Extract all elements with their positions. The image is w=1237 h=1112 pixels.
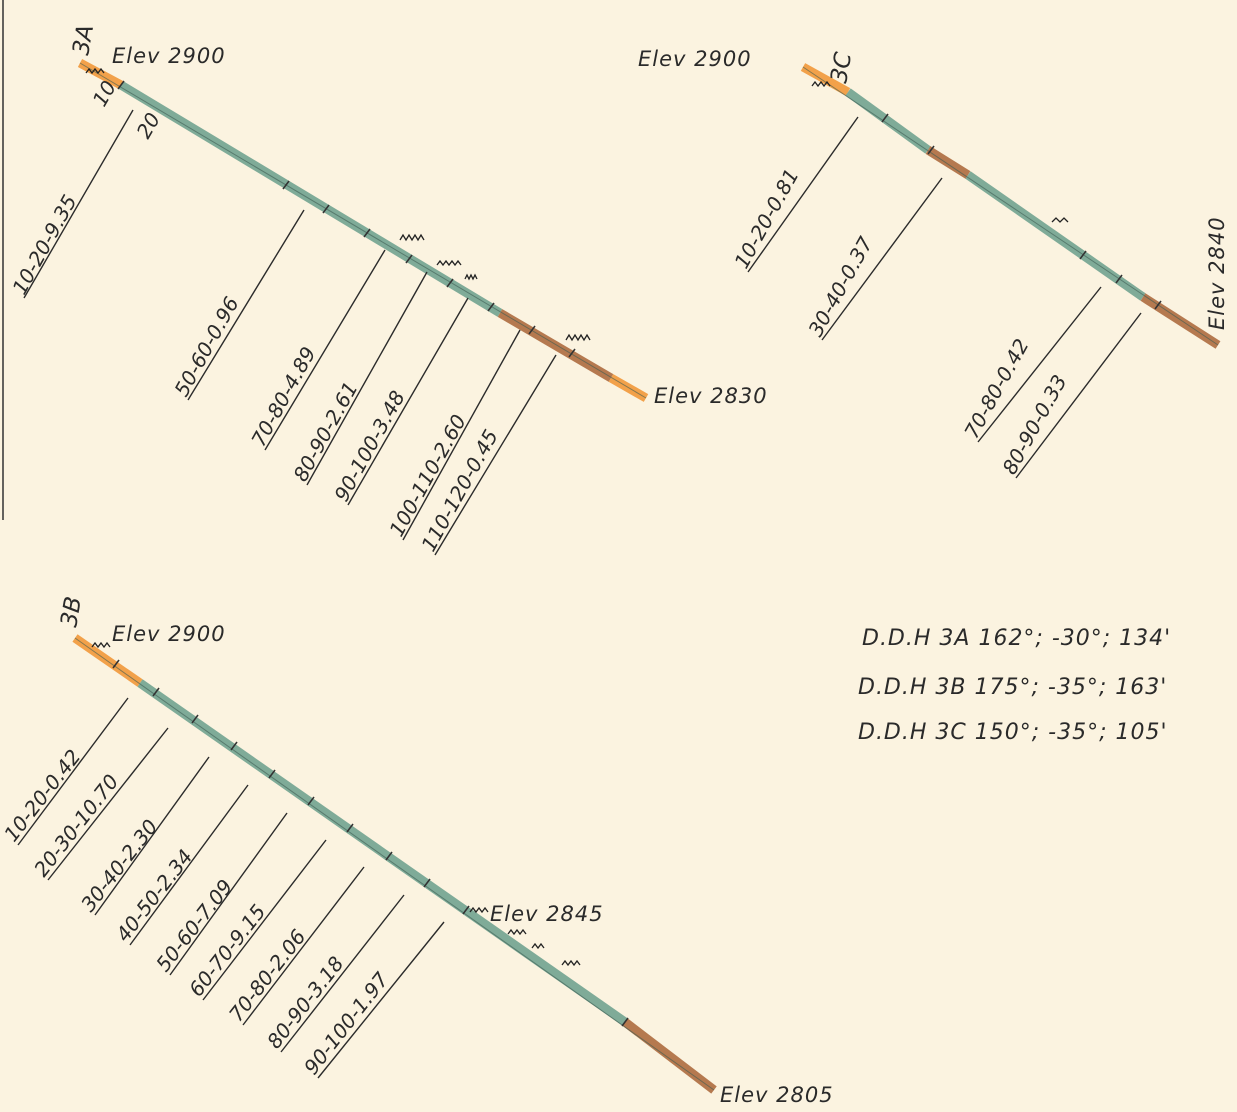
hole-3a-tick: [322, 204, 330, 214]
hole-3b-tick: [621, 1017, 629, 1027]
hole-3a-vein-symbol: [436, 259, 462, 267]
hole-3b-assay-leader: [280, 894, 405, 1053]
hole-3b-tick: [152, 687, 160, 697]
hole-3a-tick: [405, 254, 413, 264]
hole-3a-tick: [117, 80, 125, 90]
hole-3a-edge-line: [79, 62, 647, 399]
hole-3c-vein-symbol: [811, 80, 831, 88]
hole-3b-bottom-elevation: Elev 2805: [720, 1083, 834, 1107]
hole-3b-assay-leader: [17, 697, 129, 846]
hole-3a-assay-leader: [264, 249, 386, 451]
hole-3c-tick: [927, 145, 935, 155]
hole-3a-top-elevation: Elev 2900: [112, 44, 226, 68]
hole-3c-assay-leader: [821, 177, 943, 341]
hole-3b-vein-symbol: [91, 641, 111, 649]
hole-3a-assay-leader: [306, 271, 428, 486]
hole-3b-assay-leader: [202, 839, 327, 1001]
hole-3a-assay-leader: [23, 109, 134, 299]
hole-3c-tick: [1115, 274, 1123, 284]
legend-entry-3a: D.D.H 3A 162°; -30°; 134': [862, 626, 1171, 651]
hole-3c-sulfide-upper: [845, 88, 931, 154]
legend-entry-3b: D.D.H 3B 175°; -35°; 163': [858, 675, 1167, 700]
hole-3a-vein-symbol: [85, 67, 105, 75]
hole-3c-assay-leader: [1015, 312, 1142, 479]
hole-3c-id: 3C: [826, 50, 857, 85]
drill-hole-legend: D.D.H 3A 162°; -30°; 134' D.D.H 3B 175°;…: [858, 626, 1171, 745]
hole-3b-tick: [112, 659, 120, 669]
hole-3b-vein-symbol: [507, 928, 527, 936]
hole-3c-top-elevation: Elev 2900: [638, 47, 752, 71]
hole-3a-vein-symbol: [565, 333, 591, 342]
hole-3b-assay-leader: [47, 727, 169, 881]
hole-3a-tick: [446, 278, 454, 288]
hole-3b-tick: [423, 878, 431, 888]
hole-3a-assay-leader: [347, 297, 469, 506]
hole-3a-id: 3A: [68, 23, 99, 57]
hole-3c-oxide-top: [800, 63, 851, 96]
hole-3b-tick: [307, 796, 315, 806]
legend-entry-3c: D.D.H 3C 150°; -35°; 105': [858, 720, 1168, 745]
hole-3c-tick: [1154, 300, 1162, 310]
hole-3b-tick: [346, 823, 354, 833]
hole-3b-vein-symbol: [469, 906, 489, 914]
hole-3a-tick: [363, 228, 371, 238]
hole-3a-vein-symbol: [464, 273, 478, 281]
hole-3a-tick: [568, 348, 576, 358]
hole-3b-assay-leader: [169, 812, 288, 976]
hole-3a-tick: [487, 302, 495, 312]
hole-3b-vein-symbol: [561, 959, 581, 967]
hole-3c-tick: [1079, 250, 1087, 260]
hole-3b-sulfide-zone: [137, 679, 628, 1026]
hole-3c-vein-symbol: [1051, 217, 1069, 223]
hole-3a-altered-zone: [497, 309, 614, 382]
hole-3c-tick: [881, 113, 889, 123]
hole-3b-top-elevation: Elev 2900: [112, 622, 226, 646]
hole-3b-assay-leader: [94, 756, 210, 916]
hole-3b-tick: [385, 851, 393, 861]
hole-3b-tick: [230, 741, 238, 751]
hole-3a-assay-leader: [402, 329, 521, 541]
hole-3c-bottom-elevation: Elev 2840: [1205, 216, 1229, 330]
hole-3b-vein-symbol: [531, 942, 545, 950]
hole-3c-assay-leader: [977, 286, 1102, 443]
hole-3b-tick: [268, 769, 276, 779]
hole-3b-edge-line: [74, 637, 715, 1091]
hole-3b-id: 3B: [56, 595, 87, 629]
hole-3b-altered-zone: [622, 1018, 717, 1094]
hole-3a-assay-leader: [434, 354, 557, 556]
hole-3b-assay-leader: [129, 784, 249, 946]
hole-3a-tick: [528, 325, 536, 335]
hole-3a-tick: [282, 180, 290, 190]
hole-3c-assay-leader: [747, 116, 859, 273]
hole-3b-assay-leader: [242, 866, 365, 1026]
hole-3b-tick: [191, 714, 199, 724]
hole-3a-assay-leader: [187, 209, 305, 401]
hole-3c-altered-upper: [925, 146, 971, 179]
hole-3b-assay-leader: [317, 921, 445, 1079]
hole-3b-mid-elevation: Elev 2845: [490, 902, 604, 926]
hole-3c-edge-line: [802, 66, 1219, 346]
hole-3b-tick: [462, 905, 470, 915]
hole-3a-vein-symbol: [399, 233, 425, 242]
hole-3a-bottom-elevation: Elev 2830: [654, 384, 768, 408]
